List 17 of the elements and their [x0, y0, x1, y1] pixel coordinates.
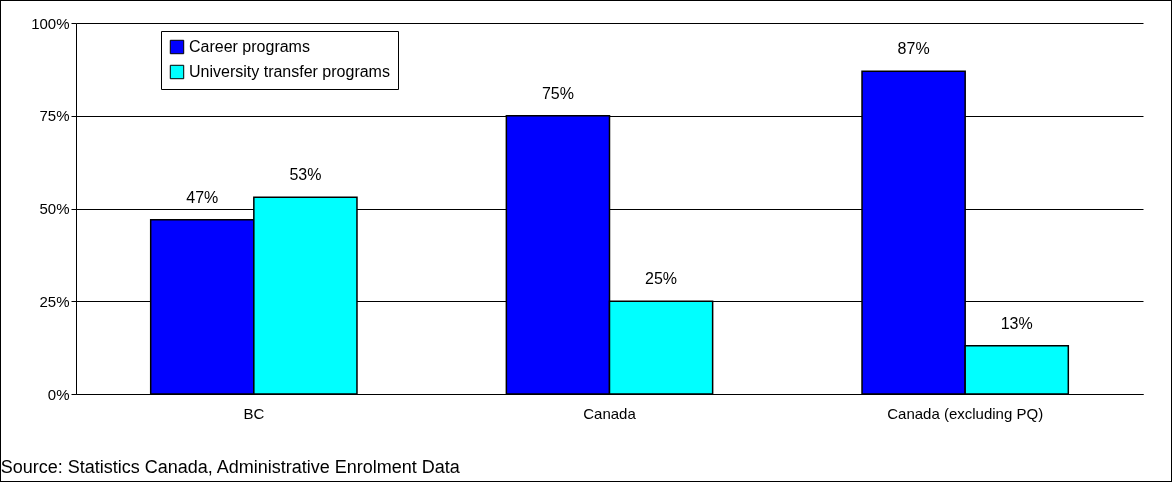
data-label: 53%: [289, 166, 322, 184]
data-label: 75%: [541, 84, 574, 102]
x-tick-label: BC: [243, 404, 265, 422]
y-tick-label: 50%: [39, 200, 70, 217]
y-tick-label: 0%: [47, 385, 70, 403]
x-tick-label: Canada: [583, 404, 637, 422]
data-label: 25%: [645, 270, 678, 288]
y-tick-label: 75%: [39, 107, 70, 125]
source-note: Source: Statistics Canada, Administrative Enrolment Data: [0, 457, 461, 477]
y-tick-label: 25%: [39, 292, 70, 310]
y-tick-label: 100%: [31, 14, 70, 32]
x-tick-label: Canada (excluding PQ): [887, 404, 1044, 422]
legend-label: University transfer programs: [189, 63, 390, 80]
data-label: 87%: [897, 40, 930, 58]
legend-label: Career programs: [189, 38, 310, 55]
data-label: 13%: [1000, 314, 1033, 332]
data-label: 47%: [186, 188, 219, 206]
